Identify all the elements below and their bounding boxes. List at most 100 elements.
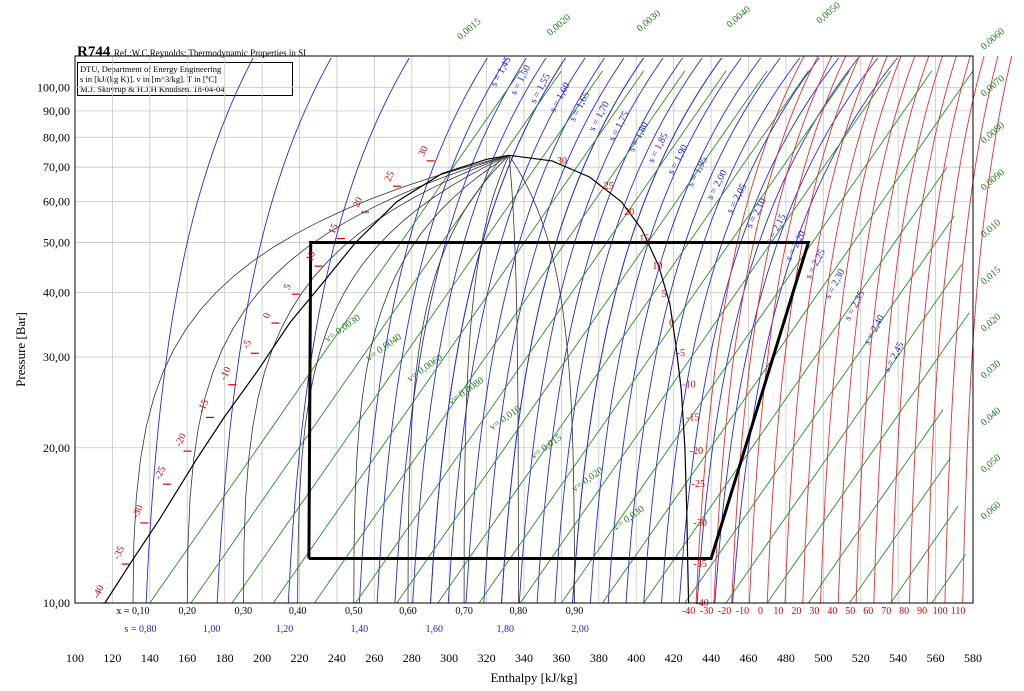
plot-frame xyxy=(74,55,974,604)
isotherm-bottom-label: 10 xyxy=(773,606,783,617)
isochore-right-label: 0,0090 xyxy=(979,167,1007,193)
isotherm-bottom-label: -20 xyxy=(718,606,731,617)
x-tick-label: 100 xyxy=(66,651,84,665)
isochore-line xyxy=(725,264,963,604)
y-tick-label: 50,00 xyxy=(43,236,70,250)
isotherm-label: -35 xyxy=(112,545,128,562)
isentrope-label: s = 1,50 xyxy=(509,63,534,96)
isotherm-vapor-label: -25 xyxy=(692,479,705,490)
isochore-line xyxy=(149,70,521,604)
x-tick-label: 560 xyxy=(927,651,945,665)
isotherm-label: -10 xyxy=(218,365,234,382)
x-tick-label: 520 xyxy=(852,651,870,665)
isotherm-vapor-label: -30 xyxy=(694,518,707,529)
isentrope-line xyxy=(554,57,703,604)
isotherm-line xyxy=(837,55,916,604)
isotherm-vapor-label: -20 xyxy=(690,446,703,457)
isentrope-label: s = 2,30 xyxy=(823,267,848,300)
isotherm-line xyxy=(944,55,999,604)
isotherm-bottom-label: 70 xyxy=(881,606,891,617)
x-tick-label: 180 xyxy=(216,651,234,665)
isotherm-vapor-label: 25 xyxy=(604,181,614,192)
isochore-right-label: 0,020 xyxy=(979,311,1003,334)
isochore-right-label: 0,0040 xyxy=(725,4,753,30)
isentrope-label: s = 1,90 xyxy=(666,143,691,176)
reference-text: Ref.:W.C.Reynolds: Thermodynamic Propert… xyxy=(113,48,307,58)
x-tick-label: 500 xyxy=(814,651,832,665)
isotherm-label: -30 xyxy=(130,503,146,520)
quality-line xyxy=(297,154,510,604)
isotherm-line xyxy=(731,55,833,604)
isochore-line xyxy=(437,70,809,604)
isotherm-line xyxy=(713,55,819,604)
x-tick-label: 460 xyxy=(740,651,758,665)
isotherm-label: 10 xyxy=(304,250,318,264)
isentrope-line xyxy=(625,57,781,604)
isotherm-line xyxy=(873,55,944,604)
isochore-right-label: 0,030 xyxy=(979,358,1003,381)
isochore-label: v= 0,015 xyxy=(529,432,565,461)
isochore-line xyxy=(766,312,970,604)
quality-label: 0,90 xyxy=(566,606,584,617)
chart-info-box: DTU, Department of Energy Engineering s … xyxy=(77,62,293,96)
x-tick-label: 120 xyxy=(103,651,121,665)
isochore-right-label: 0,0060 xyxy=(979,26,1007,52)
x-tick-label: 440 xyxy=(702,651,720,665)
saturated-vapor-line xyxy=(508,154,690,604)
isentrope-label: s = 1,65 xyxy=(567,90,592,123)
isotherm-line xyxy=(855,55,930,604)
isentrope-line xyxy=(216,57,332,604)
isotherm-label: -5 xyxy=(241,338,254,350)
quality-line xyxy=(508,155,575,604)
isotherm-bottom-label: 50 xyxy=(845,606,855,617)
isotherm-line xyxy=(891,55,957,604)
isotherm-vapor-label: -10 xyxy=(682,380,695,391)
refrigeration-cycle xyxy=(307,241,811,560)
isentrope-bottom-label: 1,60 xyxy=(425,624,443,635)
quality-line xyxy=(186,154,510,604)
quality-label: 0,20 xyxy=(179,606,197,617)
x-tick-label: 260 xyxy=(365,651,383,665)
isotherm-vapor-label: 10 xyxy=(652,261,662,272)
x-tick-label: 540 xyxy=(889,651,907,665)
isotherm-vapor-label: -15 xyxy=(686,412,699,423)
isochore-line xyxy=(355,70,727,604)
quality-line xyxy=(407,155,510,604)
cycle-outline xyxy=(307,241,811,560)
isotherm-lines xyxy=(101,55,1013,604)
x-tick-label: 200 xyxy=(253,651,271,665)
isentrope-label: s = 1,45 xyxy=(489,55,514,88)
y-tick-label: 100,00 xyxy=(37,80,70,94)
isochore-right-label: 0,0020 xyxy=(545,12,573,38)
isochore-right-label: 0,0015 xyxy=(455,16,483,42)
isochore-line xyxy=(190,70,562,604)
info-line-2: s in [kJ/(kg K)]. v in [m^3/kg]. T in [º… xyxy=(80,74,217,84)
isentrope-bottom-label: s = 0,80 xyxy=(124,624,156,635)
chart-header: R744 Ref.:W.C.Reynolds: Thermodynamic Pr… xyxy=(77,44,306,96)
isochore-line xyxy=(602,70,974,604)
x-tick-label: 580 xyxy=(964,651,982,665)
isotherm-line xyxy=(748,55,847,604)
isotherm-bottom-label: 80 xyxy=(899,606,909,617)
isochore-line xyxy=(561,70,933,604)
isentrope-line xyxy=(145,57,254,604)
isentrope-bottom-label: 2,00 xyxy=(571,624,589,635)
isotherm-bottom-label: 110 xyxy=(951,606,966,617)
isotherm-label: 20 xyxy=(351,196,365,210)
y-tick-label: 80,00 xyxy=(43,130,70,144)
isotherm-label: 5 xyxy=(282,282,294,291)
isotherm-bottom-label: -10 xyxy=(736,606,749,617)
isotherm-label: 0 xyxy=(261,311,273,320)
y-axis-label: Pressure [Bar] xyxy=(13,312,28,387)
isentrope-line xyxy=(589,57,742,604)
isotherm-vapor-label: -35 xyxy=(694,559,707,570)
y-tick-label: 70,00 xyxy=(43,160,70,174)
axes: 100 120 140 160 180 200 220 240 260 280 300 320 340 3… xyxy=(13,55,982,685)
isentrope-line xyxy=(376,57,508,604)
isochore-line xyxy=(684,215,955,604)
isotherm-line xyxy=(766,55,860,604)
isotherm-label: 15 xyxy=(327,222,341,236)
isotherm-vapor-label: 30 xyxy=(557,156,567,167)
quality-line xyxy=(132,154,510,604)
isotherm-label: 30 xyxy=(416,144,430,158)
